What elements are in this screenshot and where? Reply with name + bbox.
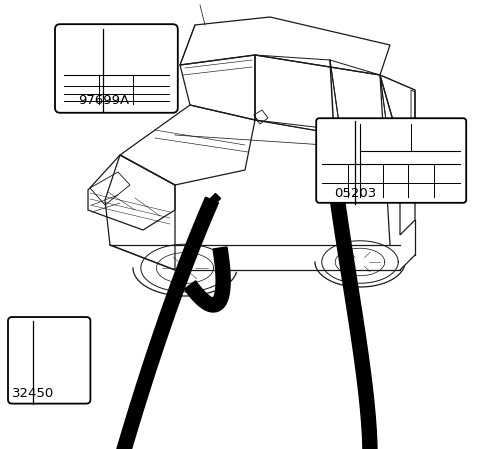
Polygon shape: [330, 196, 377, 449]
Polygon shape: [55, 197, 218, 449]
FancyBboxPatch shape: [8, 317, 90, 404]
Polygon shape: [184, 247, 230, 312]
FancyBboxPatch shape: [55, 24, 178, 113]
Text: 32450: 32450: [12, 387, 54, 400]
Text: 05203: 05203: [334, 187, 376, 200]
FancyBboxPatch shape: [316, 118, 466, 203]
Text: 97699A: 97699A: [78, 94, 129, 107]
